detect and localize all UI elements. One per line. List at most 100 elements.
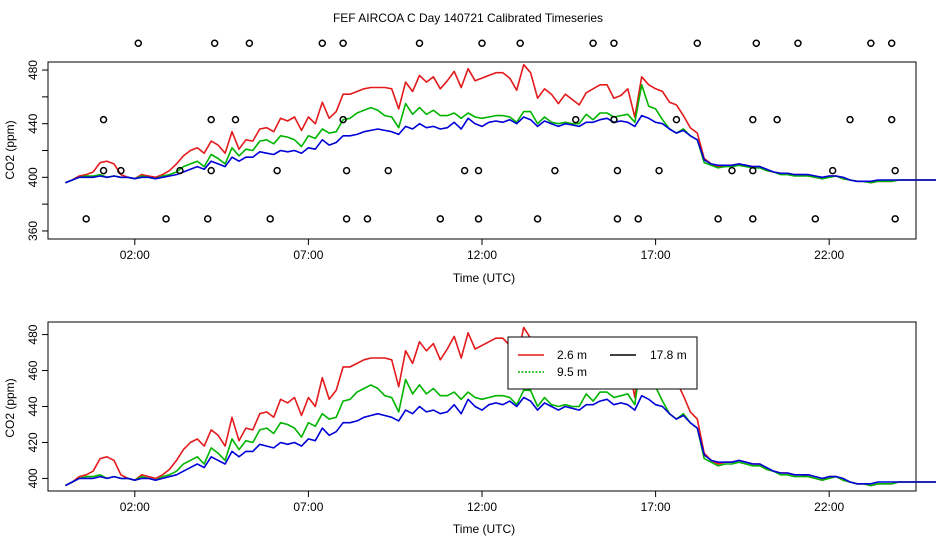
calibration-point (846, 115, 854, 124)
calibration-point (867, 39, 875, 47)
x-tick-label: 07:00 (293, 500, 323, 514)
y-axis-title-bottom: CO2 (ppm) (3, 378, 17, 437)
legend-box (507, 336, 698, 390)
x-axis-top: 02:00 07:00 12:00 17:00 22:00 (120, 239, 845, 262)
calibration-point (516, 39, 524, 47)
calibration-point (99, 115, 108, 124)
calibration-point (749, 166, 757, 175)
calibration-point (318, 39, 327, 47)
x-tick-label: 22:00 (814, 500, 844, 514)
x-tick-label: 12:00 (467, 248, 497, 262)
x-tick-label: 12:00 (467, 500, 497, 514)
legend: 2.6 m 17.8 m 9.5 m (507, 336, 698, 390)
calibration-point (728, 166, 736, 175)
calibration-point (610, 39, 618, 47)
series-line-17-8-m (65, 394, 936, 487)
calibration-point (533, 215, 542, 223)
calibration-point (794, 39, 802, 47)
plot-frame-top (47, 61, 917, 240)
calibration-point (273, 166, 281, 175)
series-line-17-8-m (65, 114, 936, 184)
calibration-point (474, 215, 483, 223)
calibration-point (610, 115, 618, 124)
y-tick-label: 440 (26, 113, 40, 133)
y-tick-label: 400 (26, 167, 40, 187)
calibration-point (207, 115, 215, 124)
calibration-point (891, 215, 899, 223)
calibration-point (134, 39, 143, 47)
calibration-point (828, 166, 837, 175)
series-line-9-5-m (65, 84, 936, 184)
calibration-point (887, 115, 896, 124)
calibration-point (203, 215, 212, 223)
panel-top-timeseries: 02:00 07:00 12:00 17:00 22:00 360 400 440 480 T… (3, 39, 936, 285)
calibration-point (245, 39, 254, 47)
calibration-point (415, 39, 424, 47)
calibration-point (752, 39, 761, 47)
calibration-point (478, 39, 486, 47)
calibration-point (339, 115, 347, 124)
x-tick-label: 22:00 (814, 248, 844, 262)
calibration-point (571, 115, 580, 124)
calibration-point (117, 166, 125, 175)
calibration-point (887, 39, 896, 47)
y-axis-bottom: 400 420 440 460 480 (26, 324, 48, 488)
calibration-point (384, 166, 393, 175)
calibration-point (210, 39, 219, 47)
calibration-point (474, 166, 483, 175)
legend-label-17-8m: 17.8 m (650, 348, 687, 362)
x-tick-label: 02:00 (120, 248, 150, 262)
x-tick-label: 17:00 (641, 500, 671, 514)
calibration-point (207, 166, 215, 175)
calibration-point (714, 215, 722, 223)
calibration-point (339, 39, 347, 47)
calibration-point (436, 215, 445, 223)
calibration-point (613, 166, 622, 175)
x-tick-label: 17:00 (641, 248, 671, 262)
calibration-point (589, 39, 597, 47)
calibration-point (693, 39, 702, 47)
y-axis-title-top: CO2 (ppm) (3, 120, 17, 179)
y-tick-label: 400 (26, 468, 40, 488)
calibration-point (891, 166, 899, 175)
y-tick-label: 440 (26, 396, 40, 416)
y-tick-label: 480 (26, 324, 40, 344)
calibration-point (342, 215, 351, 223)
calibration-point (613, 215, 622, 223)
panel-bottom-timeseries: 02:00 07:00 12:00 17:00 22:00 400 420 440 460 48… (3, 321, 936, 536)
calibration-point (634, 215, 642, 223)
calibration-point (749, 115, 757, 124)
calibration-point (672, 115, 681, 124)
plot-frame-bottom (47, 321, 917, 492)
y-tick-label: 360 (26, 221, 40, 241)
y-tick-label: 420 (26, 432, 40, 452)
series-lines-bottom (65, 326, 936, 487)
calibration-point (176, 166, 184, 175)
calibration-point (749, 215, 757, 223)
calibration-point (342, 166, 351, 175)
calibration-point (363, 215, 372, 223)
series-line-9-5-m (65, 353, 936, 487)
calibration-point (99, 166, 108, 175)
legend-label-2-6m: 2.6 m (557, 348, 587, 362)
calibration-point (82, 215, 90, 223)
calibration-point (655, 166, 663, 175)
series-line-2-6-m (65, 326, 936, 487)
calibration-points (82, 39, 899, 223)
series-line-2-6-m (65, 63, 936, 184)
calibration-point (811, 215, 820, 223)
x-axis-bottom: 02:00 07:00 12:00 17:00 22:00 (120, 491, 845, 514)
calibration-point (266, 215, 274, 223)
calibration-point (460, 166, 469, 175)
x-tick-label: 02:00 (120, 500, 150, 514)
x-tick-label: 07:00 (293, 248, 323, 262)
y-axis-top: 360 400 440 480 (26, 60, 48, 241)
x-axis-title-top: Time (UTC) (453, 271, 515, 285)
calibration-point (231, 115, 240, 124)
y-tick-label: 480 (26, 60, 40, 80)
series-lines-top (65, 63, 936, 184)
chart-title: FEF AIRCOA C Day 140721 Calibrated Times… (333, 11, 603, 25)
calibration-point (551, 166, 559, 175)
y-tick-label: 460 (26, 360, 40, 380)
